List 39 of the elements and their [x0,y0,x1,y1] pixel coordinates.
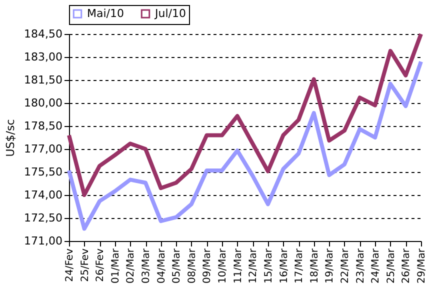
line-series [67,60,423,231]
x-tick-label: 17/Mar [294,248,306,284]
x-tick-label: 22/Mar [340,248,351,284]
x-tick-label: 10/Mar [218,248,229,284]
x-tick-label: 18/Mar [309,248,320,284]
x-tick-label: 04/Mar [156,248,168,284]
x-tick-label: 11/Mar [232,248,244,284]
line-series [67,32,423,197]
x-tick-label: 15/Mar [263,248,274,284]
x-tick-label: 25/Mar [386,248,397,284]
y-tick-label: 171,00 [24,234,62,248]
legend-label: Mai/10 [87,6,124,20]
x-tick-label: 23/Mar [355,248,366,284]
x-tick-label: 24/Mar [370,248,382,284]
y-tick-label: 175,50 [24,166,62,178]
y-tick-label: 178,50 [24,120,62,132]
x-tick-label: 02/Mar [126,248,137,284]
y-axis-title: US$/sc [4,119,18,157]
y-tick-label: 174,00 [24,188,62,202]
x-tick-label: 26/Mar [401,248,412,284]
y-tick-label: 180,00 [24,96,62,110]
legend-label: Jul/10 [154,6,186,20]
y-tick-label: 172,50 [24,212,62,224]
y-tick-label: 184,50 [24,28,62,40]
x-tick-label: 12/Mar [248,248,260,284]
x-tick-label: 29/Mar [416,248,428,284]
x-tick-label: 25/Fev [80,248,91,282]
y-tick-label: 181,50 [24,74,62,86]
x-tick-label: 19/Mar [324,248,336,284]
x-tick-label: 03/Mar [141,248,152,284]
y-tick-label: 183,00 [24,50,62,64]
y-tick-label: 177,00 [24,142,62,156]
x-tick-label: 08/Mar [186,248,198,284]
x-tick-label: 26/Fev [95,248,106,282]
x-tick-label: 05/Mar [172,248,183,284]
x-tick-label: 09/Mar [202,248,214,284]
x-tick-label: 24/Fev [64,248,76,282]
x-tick-label: 01/Mar [110,248,122,284]
x-tick-label: 16/Mar [278,248,290,284]
